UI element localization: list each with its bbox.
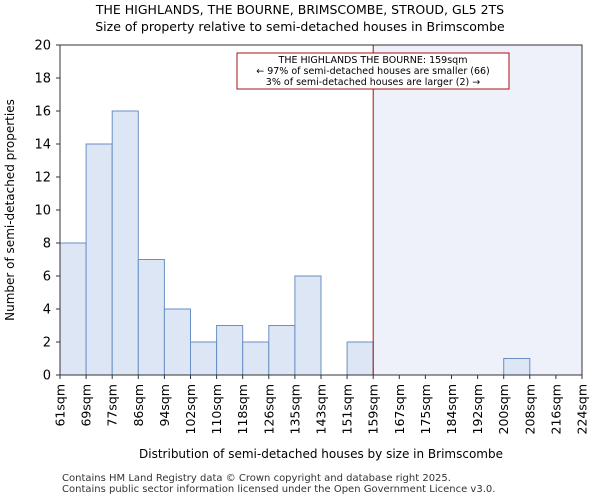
x-tick-label: 192sqm xyxy=(470,384,485,434)
y-tick-label: 18 xyxy=(34,72,51,87)
footer-line-2: Contains public sector information licen… xyxy=(62,484,496,495)
annotation-line-2: ← 97% of semi-detached houses are smalle… xyxy=(256,66,490,77)
x-tick-label: 102sqm xyxy=(183,384,198,434)
footer-line-1: Contains HM Land Registry data © Crown c… xyxy=(62,473,451,484)
x-tick-label: 200sqm xyxy=(496,384,511,434)
x-tick-label: 86sqm xyxy=(131,384,146,427)
x-tick-label: 159sqm xyxy=(366,384,381,434)
y-axis-label: Number of semi-detached properties xyxy=(3,99,17,321)
x-tick-label: 77sqm xyxy=(105,384,120,427)
y-tick-label: 4 xyxy=(43,303,51,318)
histogram-bar xyxy=(137,259,165,376)
x-tick-label: 118sqm xyxy=(235,384,250,434)
x-tick-label: 175sqm xyxy=(418,384,433,434)
histogram-bar xyxy=(216,325,244,376)
x-tick-label: 224sqm xyxy=(575,384,590,434)
y-tick-label: 20 xyxy=(34,39,51,54)
x-tick-label: 143sqm xyxy=(314,384,329,434)
annotation-box: THE HIGHLANDS THE BOURNE: 159sqm ← 97% o… xyxy=(236,52,510,90)
annotation-line-1: THE HIGHLANDS THE BOURNE: 159sqm xyxy=(278,55,468,66)
y-tick-label: 6 xyxy=(43,270,51,285)
histogram-bar xyxy=(163,308,191,376)
y-tick-label: 16 xyxy=(34,105,51,120)
x-tick-label: 184sqm xyxy=(444,384,459,434)
chart-title: THE HIGHLANDS, THE BOURNE, BRIMSCOMBE, S… xyxy=(95,2,505,17)
y-tick-label: 0 xyxy=(43,369,51,384)
highlight-region xyxy=(373,45,582,375)
x-tick-label: 61sqm xyxy=(53,384,68,427)
x-tick-label: 135sqm xyxy=(287,384,302,434)
y-tick-label: 12 xyxy=(34,171,51,186)
x-tick-label: 69sqm xyxy=(79,384,94,427)
histogram-bar xyxy=(111,110,139,376)
histogram-bar xyxy=(59,242,87,376)
histogram-bar xyxy=(294,275,322,376)
y-tick-label: 10 xyxy=(34,204,51,219)
histogram-bar xyxy=(242,341,270,376)
x-axis-label: Distribution of semi-detached houses by … xyxy=(139,447,503,461)
y-tick-label: 14 xyxy=(34,138,51,153)
x-tick-label: 151sqm xyxy=(340,384,355,434)
x-tick-label: 94sqm xyxy=(157,384,172,427)
y-tick-label: 8 xyxy=(43,237,51,252)
x-tick-label: 216sqm xyxy=(548,384,563,434)
histogram-bar xyxy=(85,143,113,376)
chart-subtitle: Size of property relative to semi-detach… xyxy=(95,19,505,34)
x-tick-label: 126sqm xyxy=(261,384,276,434)
x-tick-label: 110sqm xyxy=(209,384,224,434)
annotation-line-3: 3% of semi-detached houses are larger (2… xyxy=(266,77,480,88)
y-tick-label: 2 xyxy=(43,336,51,351)
histogram-bar xyxy=(346,341,374,376)
histogram-bar xyxy=(190,341,218,376)
histogram-bar xyxy=(268,325,296,376)
histogram-bar xyxy=(503,358,531,376)
x-tick-label: 167sqm xyxy=(392,384,407,434)
x-tick-label: 208sqm xyxy=(522,384,537,434)
